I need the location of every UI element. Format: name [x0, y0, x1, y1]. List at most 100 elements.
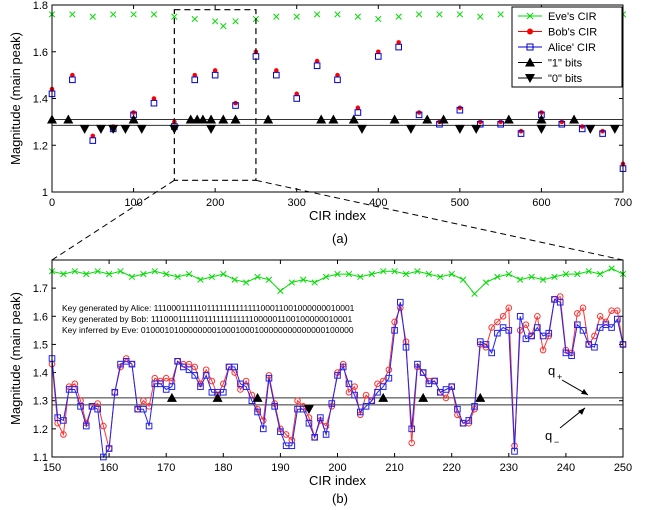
data-point	[254, 408, 261, 416]
x-tick-label: 200	[328, 462, 346, 474]
data-point	[505, 304, 513, 312]
data-point	[305, 419, 313, 427]
x-tick-label: 100	[124, 197, 142, 209]
data-point	[197, 276, 204, 283]
data-point	[140, 405, 147, 413]
series-0	[48, 265, 627, 297]
data-point	[375, 49, 381, 55]
x-tick-label: 160	[100, 462, 118, 474]
data-point	[534, 312, 541, 320]
data-point	[70, 72, 75, 78]
data-point	[314, 58, 320, 64]
data-point	[277, 428, 284, 435]
data-point	[288, 442, 296, 450]
data-point	[105, 445, 113, 452]
series-line	[51, 298, 624, 459]
data-point	[379, 383, 387, 390]
data-point	[174, 273, 181, 281]
legend-label: "0" bits	[548, 73, 583, 85]
data-point	[71, 268, 78, 275]
data-point	[476, 120, 484, 128]
y-tick-label: 1.7	[33, 283, 48, 295]
data-point	[354, 109, 362, 116]
data-point	[437, 273, 444, 281]
data-point	[494, 273, 501, 281]
plot-frame	[51, 4, 624, 193]
data-point	[396, 40, 401, 45]
panel-a-label: (a)	[332, 231, 348, 246]
data-point	[259, 425, 267, 433]
data-point	[482, 279, 490, 286]
data-point	[465, 417, 473, 424]
key-text-line: Key generated by Alice: 1110001111101111…	[62, 303, 355, 313]
legend-label: Bob's CIR	[548, 27, 597, 39]
data-point	[375, 15, 382, 23]
data-point	[391, 268, 398, 275]
data-point	[517, 276, 524, 283]
data-point	[111, 388, 119, 396]
q-plus-subscript: +	[557, 372, 562, 382]
data-point	[459, 276, 467, 283]
data-point	[579, 327, 587, 334]
y-axis-label: Magnitude (main peak)	[8, 292, 23, 425]
data-point	[300, 276, 307, 283]
x-tick-label: 190	[271, 462, 289, 474]
data-point	[579, 304, 587, 312]
data-point	[185, 270, 193, 278]
data-point	[574, 321, 581, 329]
x-tick-label: 240	[557, 462, 575, 474]
data-point	[265, 276, 273, 283]
data-point	[151, 96, 157, 101]
q-plus-text: q	[548, 363, 555, 378]
data-point	[454, 405, 461, 413]
y-tick-label: 1.2	[33, 424, 48, 436]
data-point	[232, 18, 239, 25]
data-point	[128, 114, 139, 124]
data-point	[95, 124, 106, 134]
data-point	[218, 114, 229, 124]
y-tick-label: 1.4	[33, 94, 48, 106]
data-point	[322, 431, 330, 438]
y-axis-label: Magnitude (main peak)	[8, 32, 23, 165]
data-point	[220, 22, 227, 30]
data-point	[389, 114, 400, 124]
data-point	[69, 11, 76, 18]
data-point	[231, 363, 239, 371]
data-point	[157, 380, 164, 388]
data-point	[69, 76, 76, 84]
data-point	[150, 11, 158, 18]
data-point	[578, 125, 586, 133]
legend-marker	[525, 74, 535, 83]
data-point	[313, 62, 321, 70]
data-point	[316, 114, 327, 124]
data-point	[311, 279, 318, 286]
data-point	[120, 124, 131, 134]
legend-marker	[526, 43, 534, 51]
data-point	[294, 91, 300, 97]
data-point	[294, 397, 301, 405]
x-tick-label: 150	[43, 462, 61, 474]
data-point	[585, 124, 596, 134]
series-3	[47, 114, 580, 124]
data-point	[368, 397, 376, 405]
data-point	[191, 76, 199, 84]
data-point	[117, 268, 124, 275]
data-point	[448, 270, 455, 278]
data-point	[185, 114, 196, 124]
data-point	[574, 310, 581, 317]
data-point	[334, 11, 341, 18]
data-point	[354, 13, 362, 20]
data-point	[494, 329, 501, 337]
legend-marker	[525, 57, 535, 67]
data-point	[322, 273, 330, 281]
legend-entry: "1" bits	[518, 57, 583, 70]
data-point	[303, 405, 314, 415]
data-point	[263, 114, 274, 124]
data-point	[536, 124, 547, 134]
data-point	[150, 99, 158, 107]
data-point	[151, 268, 158, 275]
data-point	[89, 137, 97, 144]
data-point	[528, 332, 535, 340]
data-point	[299, 405, 307, 413]
data-point	[456, 106, 464, 114]
